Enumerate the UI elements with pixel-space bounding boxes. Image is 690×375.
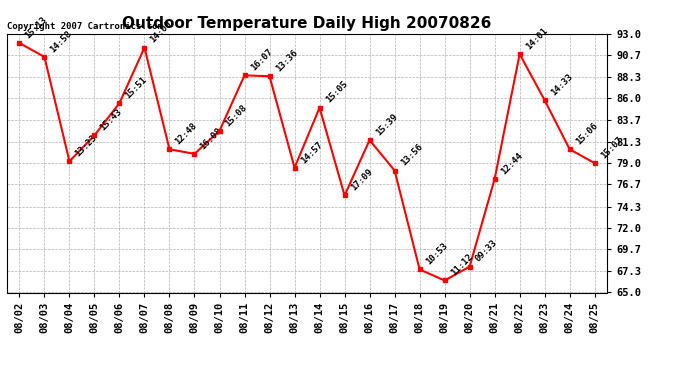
Text: 16:08: 16:08 — [199, 126, 224, 151]
Text: Copyright 2007 Cartronics.com: Copyright 2007 Cartronics.com — [7, 22, 163, 31]
Text: 11:12: 11:12 — [448, 252, 474, 278]
Text: 15:39: 15:39 — [374, 112, 399, 137]
Text: 13:56: 13:56 — [399, 142, 424, 168]
Text: 15:51: 15:51 — [124, 75, 149, 100]
Text: 15:05: 15:05 — [324, 80, 349, 105]
Text: 14:00: 14:00 — [148, 20, 174, 45]
Text: 16:07: 16:07 — [248, 47, 274, 72]
Text: 15:06: 15:06 — [574, 121, 599, 147]
Title: Outdoor Temperature Daily High 20070826: Outdoor Temperature Daily High 20070826 — [122, 16, 492, 31]
Text: 13:23: 13:23 — [74, 133, 99, 159]
Text: 15:08: 15:08 — [224, 103, 249, 128]
Text: 14:58: 14:58 — [48, 29, 74, 54]
Text: 15:43: 15:43 — [99, 107, 124, 133]
Text: 17:09: 17:09 — [348, 167, 374, 193]
Text: 09:33: 09:33 — [474, 238, 499, 264]
Text: 15:07: 15:07 — [599, 135, 624, 160]
Text: 12:44: 12:44 — [499, 151, 524, 176]
Text: 13:36: 13:36 — [274, 48, 299, 74]
Text: 14:01: 14:01 — [524, 26, 549, 51]
Text: 10:53: 10:53 — [424, 241, 449, 267]
Text: 14:33: 14:33 — [549, 72, 574, 98]
Text: 12:48: 12:48 — [174, 121, 199, 147]
Text: 14:57: 14:57 — [299, 140, 324, 165]
Text: 15:13: 15:13 — [23, 15, 49, 40]
